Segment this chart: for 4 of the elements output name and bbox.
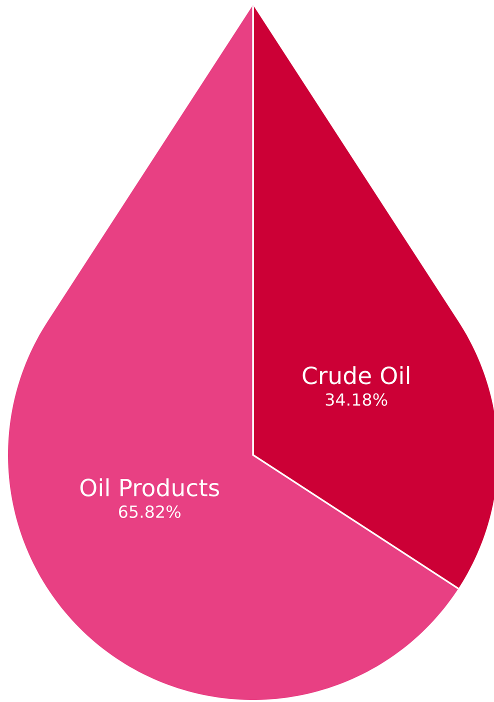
slice-label: Crude Oil — [302, 366, 410, 384]
data-label: 34.18% — [326, 393, 388, 406]
slice-label: Oil Products — [80, 478, 220, 496]
data-label: 65.82% — [119, 505, 180, 518]
